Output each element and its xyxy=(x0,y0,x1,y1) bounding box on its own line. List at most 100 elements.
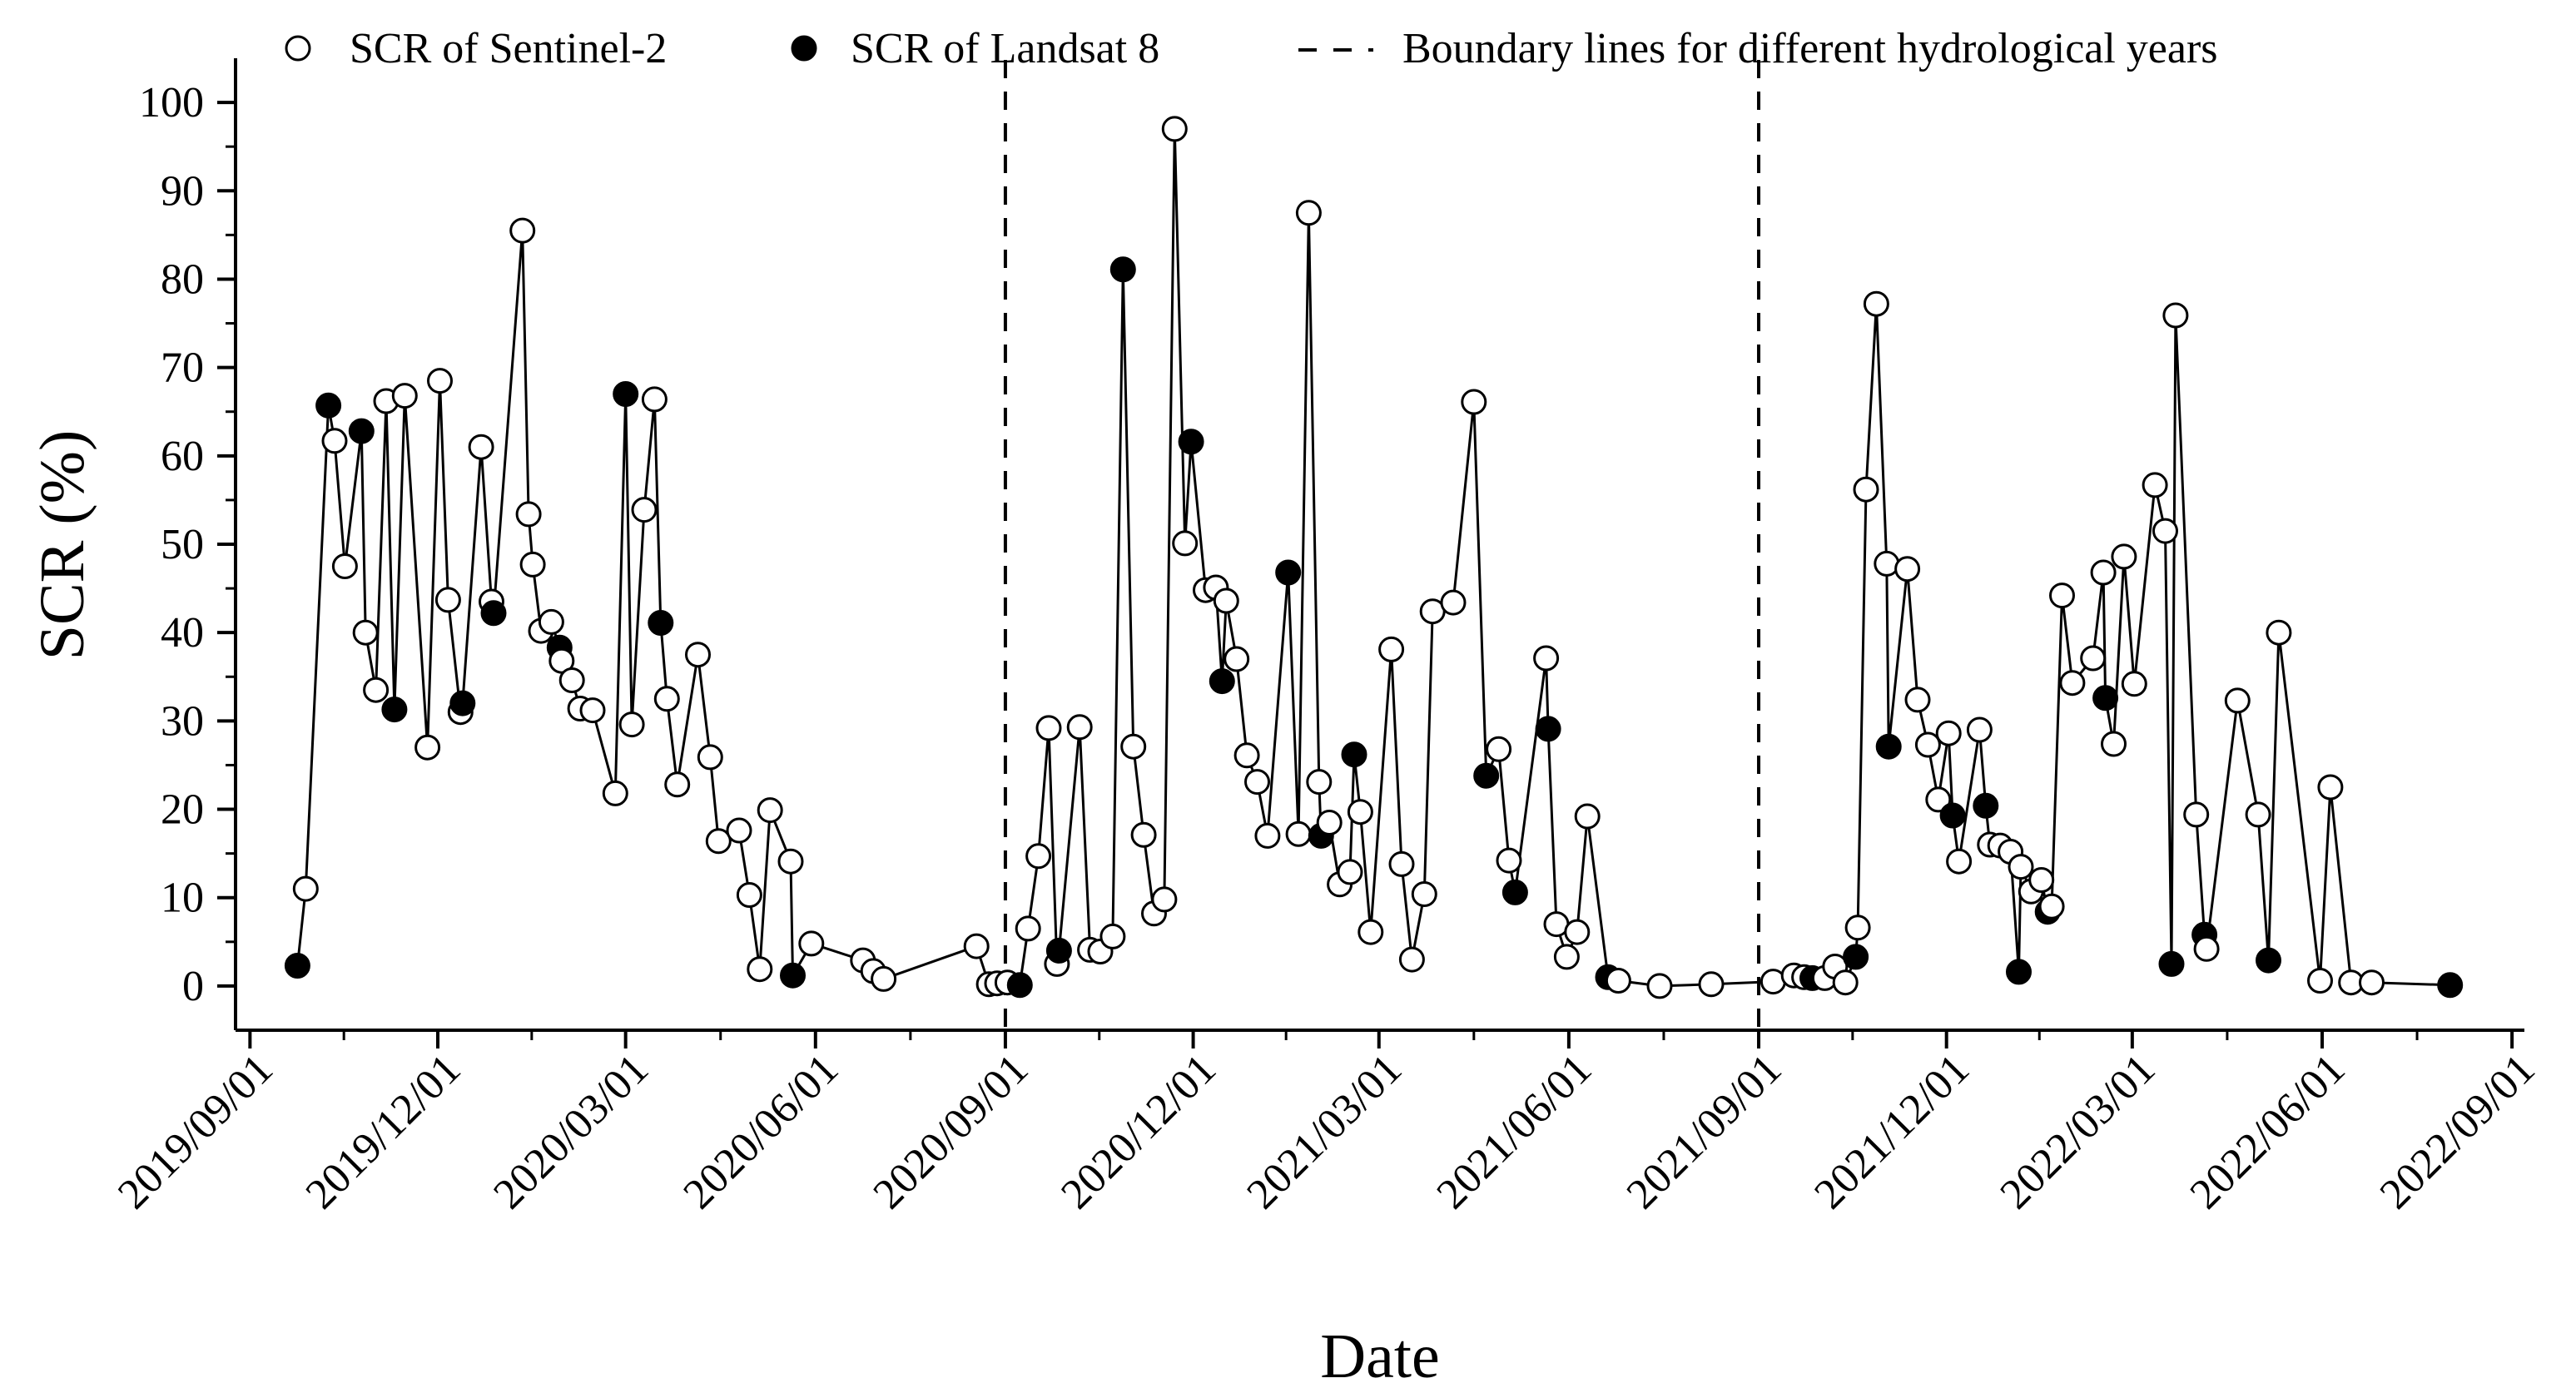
sentinel-point xyxy=(515,501,542,528)
sentinel-point xyxy=(1553,944,1580,970)
sentinel-point xyxy=(1935,720,1962,746)
landsat-point xyxy=(2256,947,2281,974)
sentinel-point xyxy=(1015,915,1041,942)
sentinel-point xyxy=(664,771,691,798)
sentinel-point xyxy=(509,217,536,244)
sentinel-point xyxy=(2224,687,2251,714)
sentinel-point xyxy=(1035,715,1062,741)
sentinel-point xyxy=(321,428,348,454)
landsat-point xyxy=(2437,972,2464,999)
sentinel-point xyxy=(2162,302,2189,329)
sentinel-point xyxy=(1646,973,1673,999)
sentinel-point xyxy=(363,677,390,703)
sentinel-point xyxy=(602,780,628,806)
legend-sentinel-marker xyxy=(285,35,311,62)
legend-boundary-label: Boundary lines for different hydrologica… xyxy=(1402,25,2218,72)
landsat-point xyxy=(1109,256,1136,283)
landsat-point xyxy=(1535,716,1561,742)
landsat-point xyxy=(648,610,674,636)
sentinel-point xyxy=(2307,968,2333,994)
sentinel-point xyxy=(391,383,418,409)
sentinel-point xyxy=(1161,116,1188,142)
landsat-point xyxy=(348,418,375,444)
y-tick-label: 60 xyxy=(161,433,204,480)
landsat-point xyxy=(449,690,476,716)
sentinel-point xyxy=(2121,671,2147,697)
sentinel-point xyxy=(548,647,575,674)
sentinel-point xyxy=(1233,742,1260,769)
landsat-point xyxy=(1006,972,1033,999)
sentinel-point xyxy=(2359,969,2385,996)
landsat-point xyxy=(1275,559,1302,586)
landsat-point xyxy=(1209,668,1235,695)
sentinel-point xyxy=(2183,801,2210,828)
y-tick-label: 30 xyxy=(161,697,204,745)
y-tick-label: 70 xyxy=(161,345,204,392)
sentinel-point xyxy=(1574,803,1601,830)
landsat-point xyxy=(1473,762,1500,789)
sentinel-point xyxy=(468,434,494,460)
sentinel-point xyxy=(1844,915,1871,941)
sentinel-point xyxy=(352,619,379,646)
sentinel-point xyxy=(2101,731,2127,757)
sentinel-point xyxy=(653,686,680,712)
sentinel-point xyxy=(705,828,732,855)
landsat-point xyxy=(1939,802,1966,829)
legend-landsat-marker xyxy=(791,35,817,62)
sentinel-point xyxy=(2090,559,2117,586)
landsat-point xyxy=(613,381,639,407)
sentinel-point xyxy=(2049,582,2075,609)
landsat-point xyxy=(1045,937,1072,964)
sentinel-point xyxy=(1388,850,1415,877)
sentinel-point xyxy=(1130,821,1157,848)
y-axis-ticks: 0 10 20 30 40 50 60 70 80 90 100 xyxy=(139,79,236,1010)
sentinel-point xyxy=(1316,810,1343,835)
landsat-point xyxy=(315,392,342,419)
series-layer xyxy=(284,116,2464,999)
y-tick-label: 90 xyxy=(161,167,204,215)
y-tick-label: 50 xyxy=(161,521,204,568)
sentinel-point xyxy=(2111,543,2137,570)
sentinel-point xyxy=(1533,645,1560,672)
sentinel-point xyxy=(1863,290,1889,317)
sentinel-point xyxy=(2059,670,2086,697)
landsat-point xyxy=(480,600,507,627)
sentinel-point xyxy=(1025,843,1052,870)
sentinel-point xyxy=(1853,476,1879,503)
sentinel-point xyxy=(2008,854,2034,880)
sentinel-point xyxy=(1172,530,1199,557)
sentinel-point xyxy=(1605,968,1631,994)
sentinel-point xyxy=(434,587,461,613)
sentinel-point xyxy=(618,711,645,738)
sentinel-point xyxy=(292,875,319,902)
sentinel-point xyxy=(777,848,804,875)
y-axis-title: SCR (%) xyxy=(27,430,97,661)
sentinel-point xyxy=(1357,919,1384,945)
sentinel-point xyxy=(798,930,825,957)
sentinel-point xyxy=(1347,799,1373,825)
legend-sentinel-label: SCR of Sentinel-2 xyxy=(350,25,667,72)
sentinel-point xyxy=(1306,769,1333,796)
sentinel-point xyxy=(1914,731,1941,758)
sentinel-point xyxy=(1254,822,1281,849)
y-tick-label: 10 xyxy=(161,875,204,922)
sentinel-point xyxy=(2080,645,2107,672)
sentinel-point xyxy=(1066,714,1093,741)
y-tick-label: 0 xyxy=(182,963,204,1010)
boundary-lines xyxy=(1003,60,1761,1030)
sentinel-point xyxy=(1832,969,1859,996)
sentinel-point xyxy=(2028,867,2055,893)
landsat-point xyxy=(780,962,806,989)
sentinel-point xyxy=(726,817,752,844)
sentinel-point xyxy=(2142,472,2168,498)
landsat-point xyxy=(2092,685,2119,711)
sentinel-point xyxy=(558,667,585,693)
landsat-point xyxy=(1875,733,1902,760)
sentinel-point xyxy=(1285,820,1312,847)
sentinel-point xyxy=(1496,847,1522,874)
y-tick-label: 40 xyxy=(161,609,204,657)
sentinel-point xyxy=(736,882,762,908)
sentinel-point xyxy=(1411,881,1437,907)
sentinel-point xyxy=(1925,786,1952,813)
sentinel-point xyxy=(579,697,606,724)
